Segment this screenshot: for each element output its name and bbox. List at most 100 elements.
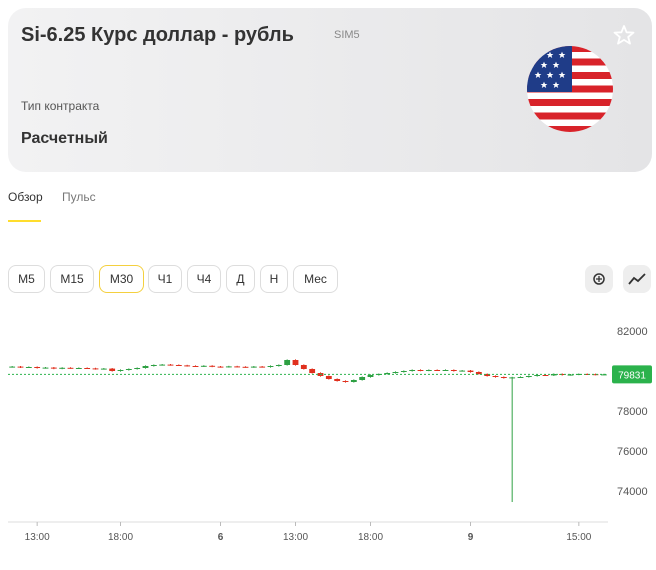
candle-body [200,365,207,367]
candle-body [400,371,407,372]
candle-body [25,367,32,368]
candle-body [142,366,149,368]
candle-body [442,370,449,371]
candle-body [100,368,107,370]
candle-body [17,366,24,368]
y-tick-label: 74000 [617,486,648,498]
candle-body [559,374,566,375]
timeframe-button[interactable]: Н [260,265,288,293]
timeframe-button[interactable]: М5 [8,265,45,293]
candle-body [567,374,574,376]
x-tick-label: 13:00 [283,532,308,543]
timeframe-button[interactable]: Мес [293,265,338,293]
candle-body [209,365,216,367]
candle-body [42,367,49,369]
candle-body [267,366,274,367]
candle-body [159,364,166,366]
candle-body [367,375,374,377]
x-tick-label: 18:00 [108,532,133,543]
x-tick-label: 15:00 [566,532,591,543]
candle-body [84,368,91,369]
candle-body [484,374,491,376]
candle-body [50,367,57,369]
tab[interactable]: Обзор [8,190,43,204]
candle-body [325,376,332,379]
candle-body [492,376,499,377]
tab-underline [8,220,41,222]
candle-body [184,365,191,367]
tab[interactable]: Пульс [62,190,96,204]
chart-type-button[interactable] [623,265,651,293]
candle-body [384,373,391,374]
y-tick-label: 78000 [617,406,648,418]
candle-body [225,366,232,368]
candle-body [450,370,457,371]
x-tick-label: 18:00 [358,532,383,543]
candle-body [459,370,466,372]
candle-body [392,372,399,373]
y-tick-label: 76000 [617,446,648,458]
candle-body [75,368,82,369]
candle-body [425,370,432,371]
candle-body [275,365,282,366]
y-tick-label: 82000 [617,326,648,338]
x-tick-label: 6 [218,532,224,543]
candle-body [517,377,524,378]
candle-body [259,366,266,368]
title: Si-6.25 Курс доллар - рубль [21,24,294,46]
flag [527,46,613,132]
candle-body [109,368,116,371]
timeframe-button[interactable]: Д [226,265,255,293]
candle-body [434,370,441,371]
contract-type-label: Тип контракта [21,99,100,113]
candle-body [509,377,516,379]
candle-body [359,377,366,380]
candle-body [500,377,507,378]
timeframe-button[interactable]: М15 [50,265,94,293]
candle-body [117,370,124,371]
candle-body [234,366,241,368]
candle-body [9,366,16,368]
favorite-star[interactable] [613,24,635,46]
candle-body [67,367,74,369]
last-price-badge [612,365,652,384]
candle-body [592,374,599,376]
candle-body [334,379,341,381]
ticker: SIM5 [334,29,360,41]
x-tick-label: 9 [468,532,474,543]
candle-body [125,369,132,370]
candle-body [175,365,182,366]
x-tick-label: 13:00 [25,532,50,543]
candle-body [59,367,66,369]
candle-body [375,374,382,375]
candle-body [292,360,299,365]
candle-body [417,370,424,371]
timeframe-button[interactable]: М30 [99,265,144,293]
candle-body [134,368,141,369]
candle-body [534,375,541,376]
candle-body [92,368,99,370]
timeframe-button[interactable]: Ч1 [148,265,182,293]
candle-body [409,370,416,371]
candle-body [167,364,174,366]
candle-body [467,370,474,372]
candle-body [242,366,249,368]
candle-body [250,366,257,368]
candle-body [584,374,591,375]
indicator-button[interactable] [585,265,613,293]
candle-body [600,374,607,376]
candle-body [350,380,357,382]
candle-body [542,375,549,376]
candle-body [300,365,307,369]
timeframe-button[interactable]: Ч4 [187,265,221,293]
candle-body [525,376,532,377]
candle-body [309,369,316,373]
candle-body [150,365,157,366]
last-price-label: 79831 [618,370,646,381]
candle-body [475,372,482,374]
candle-body [34,367,41,368]
candle-body [342,381,349,382]
candle-body [284,360,291,365]
candle-body [575,374,582,375]
